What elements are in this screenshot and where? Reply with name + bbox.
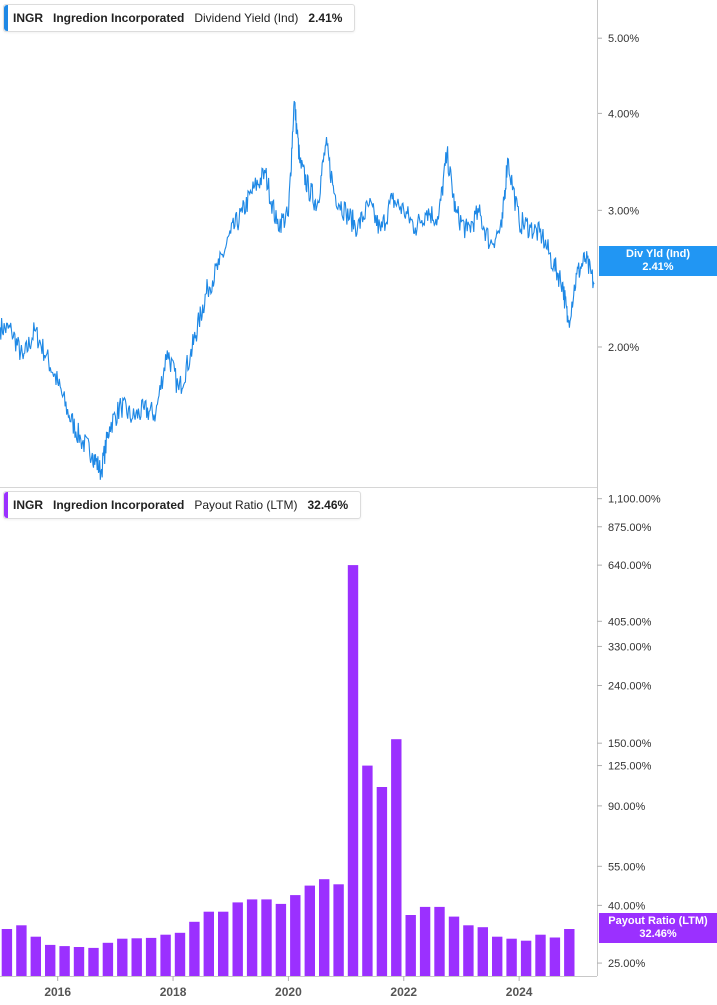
tag-label: Payout Ratio (LTM)	[608, 915, 708, 927]
payout-ratio-swatch	[4, 492, 8, 518]
payout-ratio-bar[interactable]	[189, 921, 200, 976]
payout-ratio-bar[interactable]	[131, 938, 142, 976]
x-tick-label: 2020	[275, 985, 302, 999]
payout-ratio-panel: 1,100.00% 875.00% 640.00% 405.00% 330.00% 240…	[1, 494, 661, 977]
dividend-yield-panel: 5.00% 4.00% 3.00% 2.00%	[0, 33, 639, 480]
payout-ratio-bar[interactable]	[463, 925, 474, 976]
legend-ticker: INGR	[13, 11, 43, 25]
payout-ratio-bar[interactable]	[117, 938, 128, 976]
payout-ratio-bar[interactable]	[535, 934, 546, 976]
x-tick-label: 2018	[160, 985, 187, 999]
payout-ratio-bar[interactable]	[391, 739, 402, 976]
payout-ratio-bar[interactable]	[290, 895, 301, 976]
payout-ratio-bar[interactable]	[492, 936, 503, 976]
y-tick-label: 90.00%	[608, 801, 646, 813]
payout-ratio-bar[interactable]	[261, 899, 272, 976]
payout-ratio-bar[interactable]	[448, 916, 460, 976]
tag-value: 32.46%	[639, 928, 677, 940]
payout-ratio-bar[interactable]	[1, 929, 13, 976]
payout-ratio-bar[interactable]	[405, 915, 416, 976]
dividend-yield-y-axis: 5.00% 4.00% 3.00% 2.00%	[597, 33, 639, 354]
y-tick-label: 125.00%	[608, 761, 652, 773]
tag-value: 2.41%	[642, 261, 674, 273]
legend-metric: Payout Ratio (LTM)	[194, 498, 298, 512]
x-tick-label: 2022	[390, 985, 417, 999]
payout-ratio-bar[interactable]	[16, 925, 27, 976]
payout-ratio-bar[interactable]	[319, 879, 330, 976]
y-tick-label: 55.00%	[608, 861, 646, 873]
y-tick-label: 240.00%	[608, 681, 652, 693]
payout-ratio-bars	[1, 565, 575, 977]
payout-ratio-bar[interactable]	[246, 899, 258, 976]
dividend-yield-legend[interactable]: INGR Ingredion Incorporated Dividend Yie…	[3, 4, 356, 32]
y-tick-label: 875.00%	[608, 522, 652, 534]
payout-ratio-bar[interactable]	[434, 906, 445, 976]
y-tick-label: 640.00%	[608, 560, 652, 572]
payout-ratio-bar[interactable]	[477, 927, 488, 976]
dividend-yield-last-value-tag: Div Yld (Ind) 2.41%	[599, 246, 717, 276]
payout-ratio-bar[interactable]	[88, 947, 99, 976]
payout-ratio-bar[interactable]	[362, 765, 373, 976]
payout-ratio-bar[interactable]	[45, 944, 56, 976]
legend-metric: Dividend Yield (Ind)	[194, 11, 299, 25]
y-tick-label: 150.00%	[608, 738, 652, 750]
payout-ratio-bar[interactable]	[59, 946, 70, 976]
payout-ratio-bar[interactable]	[174, 932, 186, 976]
time-axis: 2016 2018 2020 2022 2024	[44, 976, 533, 999]
payout-ratio-bar[interactable]	[160, 934, 171, 976]
y-tick-label: 5.00%	[608, 33, 639, 45]
payout-ratio-bar[interactable]	[564, 929, 575, 976]
legend-company: Ingredion Incorporated	[53, 498, 185, 512]
dividend-yield-line	[0, 100, 595, 480]
legend-value: 2.41%	[308, 11, 343, 25]
y-tick-label: 3.00%	[608, 205, 639, 217]
payout-ratio-bar[interactable]	[520, 940, 532, 976]
y-tick-label: 1,100.00%	[608, 494, 661, 506]
payout-ratio-bar[interactable]	[275, 903, 287, 976]
y-tick-label: 405.00%	[608, 616, 652, 628]
legend-company: Ingredion Incorporated	[53, 11, 185, 25]
payout-ratio-bar[interactable]	[102, 942, 114, 976]
payout-ratio-bar[interactable]	[73, 947, 85, 976]
payout-ratio-bar[interactable]	[419, 906, 431, 976]
payout-ratio-bar[interactable]	[145, 937, 157, 976]
payout-ratio-bar[interactable]	[30, 936, 41, 976]
payout-ratio-bar[interactable]	[304, 885, 315, 976]
x-tick-label: 2024	[506, 985, 533, 999]
payout-ratio-bar[interactable]	[203, 911, 214, 976]
payout-ratio-legend[interactable]: INGR Ingredion Incorporated Payout Ratio…	[3, 491, 362, 519]
y-tick-label: 25.00%	[608, 958, 646, 970]
legend-value: 32.46%	[307, 498, 349, 512]
tag-label: Div Yld (Ind)	[626, 248, 690, 260]
dividend-yield-swatch	[4, 5, 8, 31]
y-tick-label: 40.00%	[608, 900, 646, 912]
x-tick-label: 2016	[44, 985, 71, 999]
y-tick-label: 2.00%	[608, 342, 639, 354]
payout-ratio-bar[interactable]	[218, 911, 229, 976]
payout-ratio-bar[interactable]	[333, 884, 344, 976]
payout-ratio-bar[interactable]	[376, 787, 388, 976]
legend-ticker: INGR	[13, 498, 43, 512]
payout-ratio-bar[interactable]	[347, 565, 359, 976]
y-tick-label: 330.00%	[608, 641, 652, 653]
payout-ratio-bar[interactable]	[232, 902, 243, 976]
payout-ratio-last-value-tag: Payout Ratio (LTM) 32.46%	[599, 913, 717, 943]
payout-ratio-bar[interactable]	[549, 937, 561, 977]
payout-ratio-y-axis: 1,100.00% 875.00% 640.00% 405.00% 330.00% 240…	[597, 494, 661, 970]
y-tick-label: 4.00%	[608, 108, 639, 120]
payout-ratio-bar[interactable]	[506, 938, 517, 976]
